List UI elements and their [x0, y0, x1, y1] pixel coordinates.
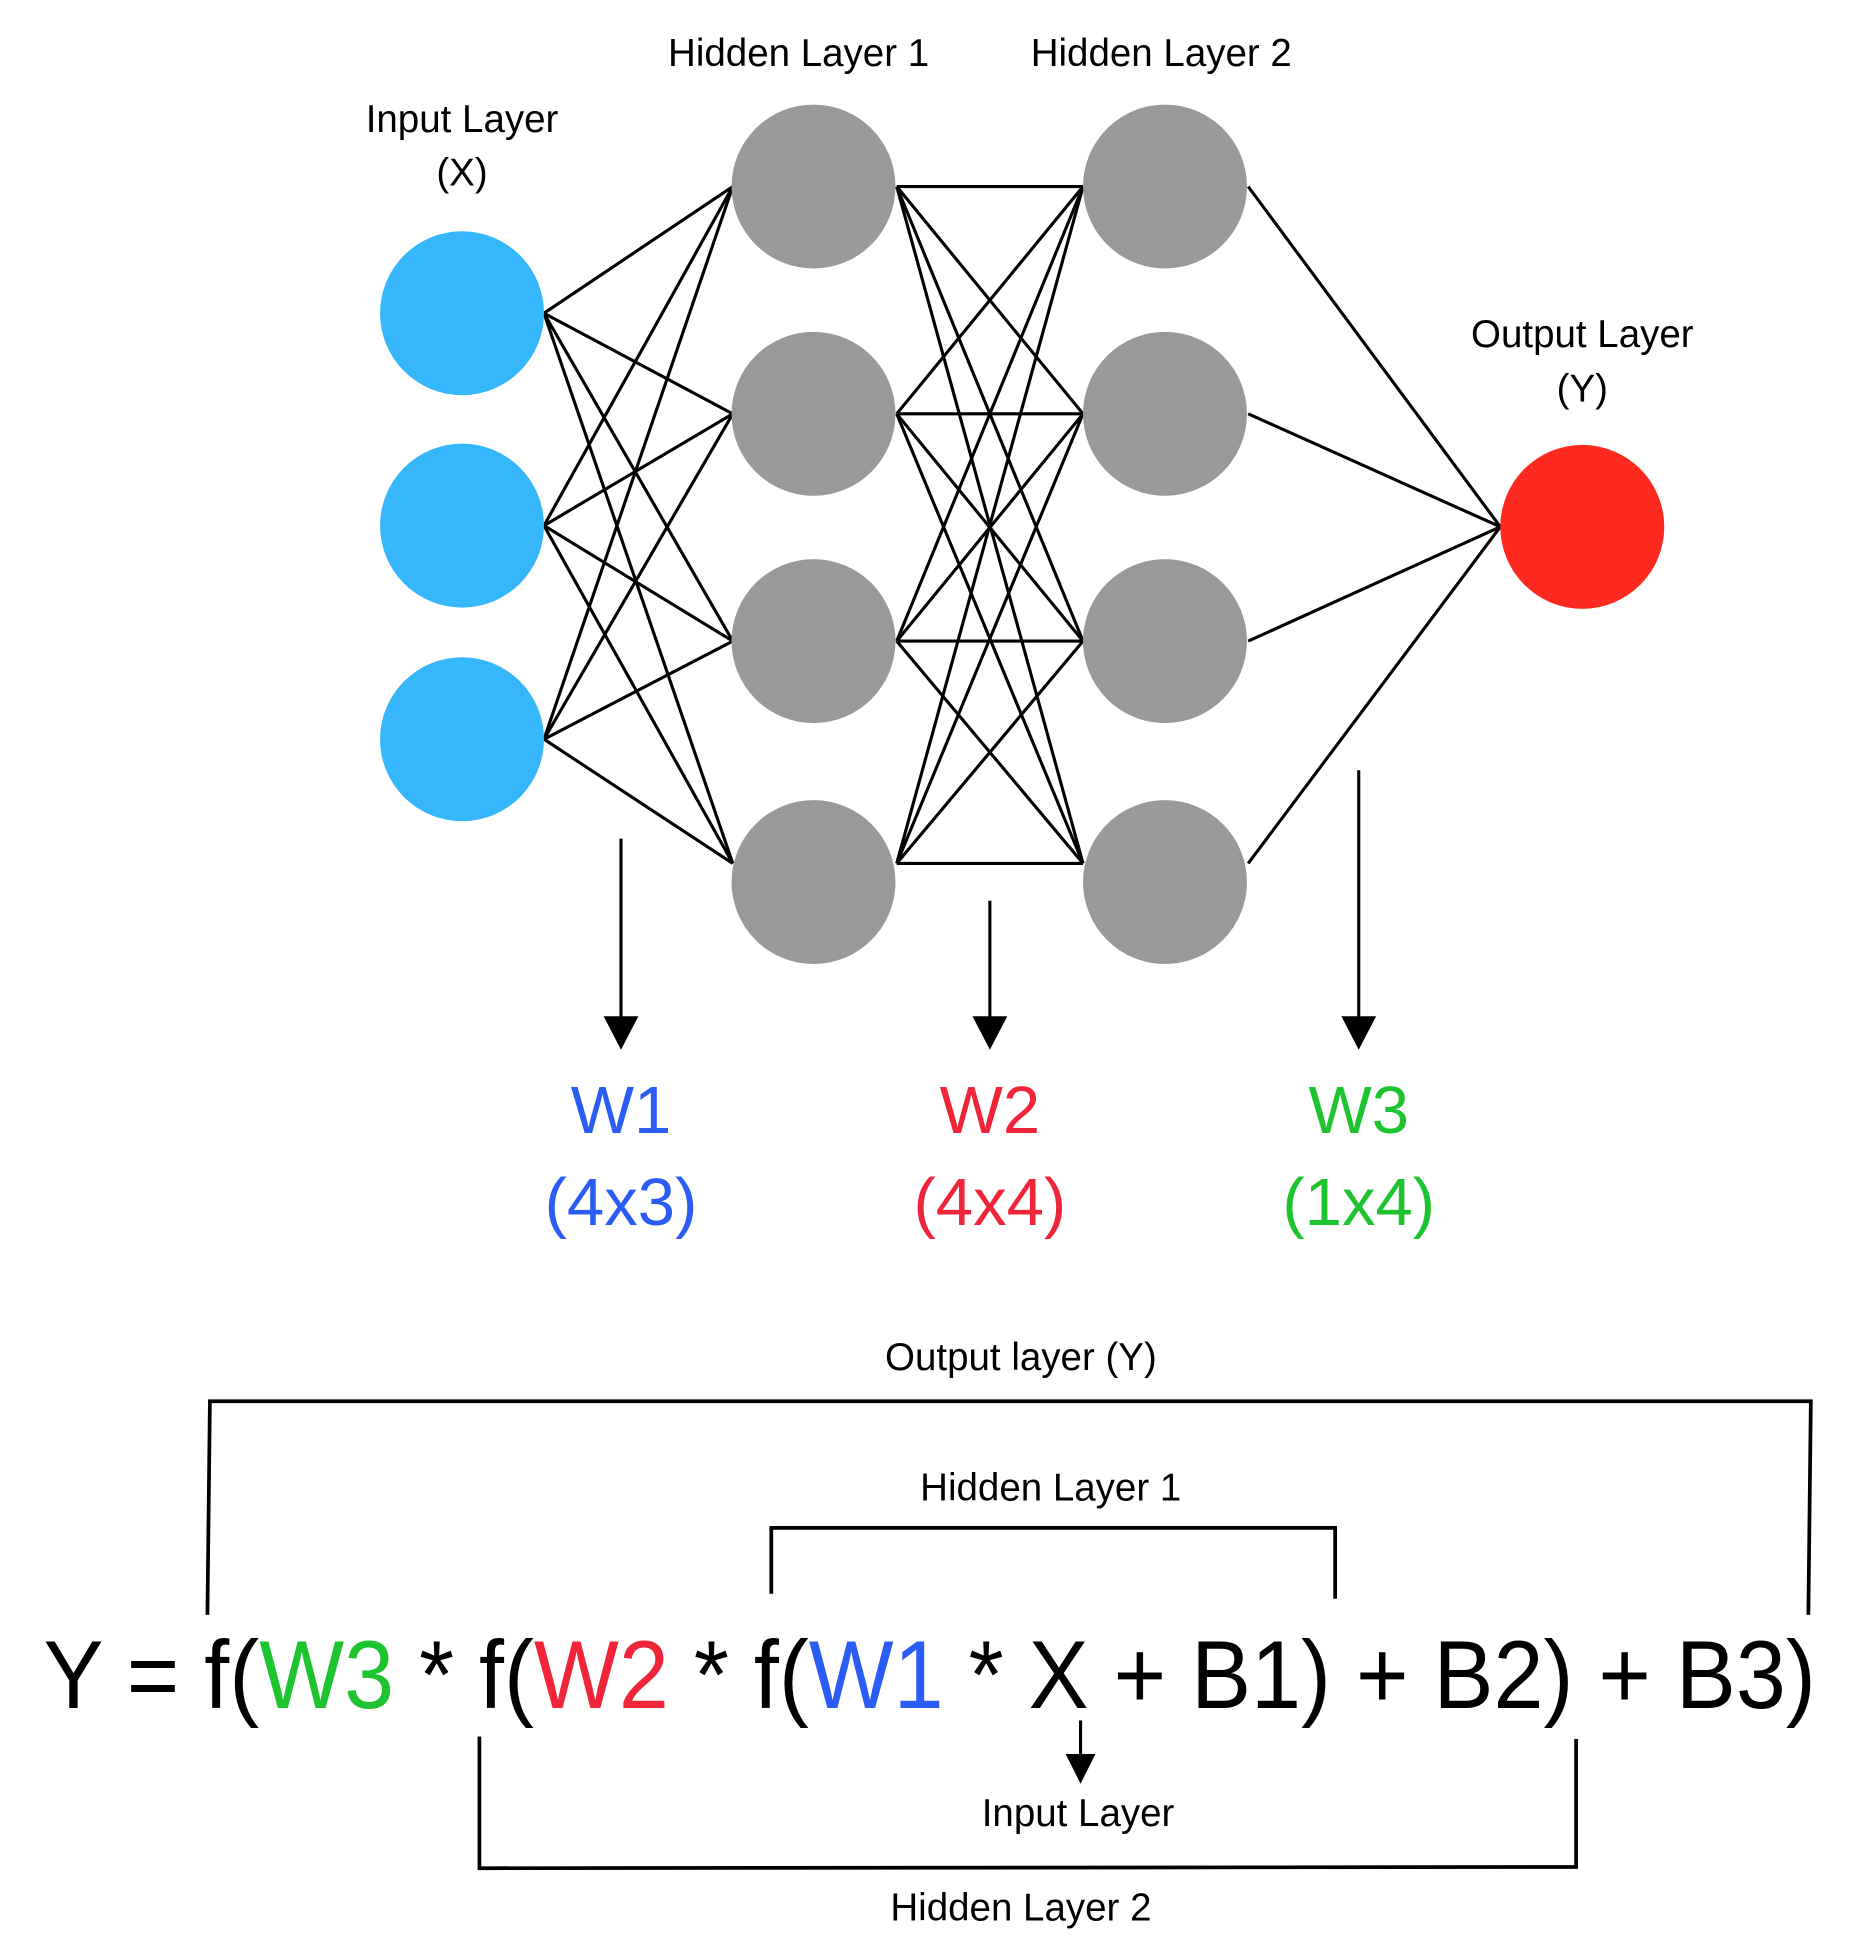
edge-hidden2-output: [1246, 185, 1502, 528]
edge-input-hidden1: [543, 412, 734, 527]
edge-input-hidden1: [543, 311, 734, 416]
hidden2-bracket: [477, 1736, 1578, 1871]
edge-input-hidden1: [543, 524, 734, 643]
hidden2-node: [1083, 104, 1247, 269]
edge-hidden1-hidden2: [895, 185, 1085, 415]
input-bracket-label: Input Layer: [982, 1792, 1175, 1835]
arrows: [603, 770, 1377, 1050]
equation: Y = f(W3 * f(W2 * f(W1 * X + B1) + B2) +…: [43, 1620, 1815, 1729]
connections: [542, 184, 1502, 865]
hidden2-bracket-label: Hidden Layer 2: [890, 1886, 1151, 1929]
edge-input-hidden1: [543, 639, 734, 741]
hidden1-bracket: [769, 1526, 1338, 1599]
hidden2-node: [1083, 559, 1247, 724]
hidden2-node: [1083, 800, 1247, 965]
edge-input-hidden1: [542, 185, 735, 527]
hidden-layer-1-label: Hidden Layer 1: [668, 32, 929, 75]
w2-label: W2: [940, 1073, 1041, 1148]
w1-shape: (4x3): [545, 1165, 698, 1240]
edge-hidden1-hidden2: [895, 413, 1085, 865]
edge-input-hidden1: [542, 312, 735, 864]
input-node: [380, 657, 544, 822]
input-layer-label: Input Layer: [366, 98, 559, 141]
hidden2-node: [1083, 331, 1247, 496]
input-symbol-label: (X): [436, 151, 487, 194]
w3-label: W3: [1308, 1073, 1409, 1148]
edge-input-hidden1: [542, 186, 735, 740]
w1-arrowhead: [603, 1016, 639, 1050]
output-bracket: [205, 1399, 1813, 1615]
edge-hidden1-hidden2: [895, 185, 1085, 642]
edge-hidden1-hidden2: [895, 186, 1085, 864]
w1-label: W1: [571, 1073, 672, 1148]
output-bracket-label: Output layer (Y): [885, 1336, 1157, 1379]
hidden1-node: [731, 104, 896, 269]
edge-input-hidden1: [543, 737, 734, 865]
hidden1-node: [731, 331, 896, 496]
edge-hidden2-output: [1246, 525, 1502, 865]
hidden-layer-2-label: Hidden Layer 2: [1031, 32, 1292, 75]
w2-arrowhead: [972, 1016, 1008, 1050]
input-node: [380, 231, 544, 396]
edge-hidden2-output: [1247, 525, 1501, 643]
edge-input-hidden1: [543, 185, 734, 315]
hidden1-node: [731, 800, 896, 965]
input-node: [380, 443, 544, 608]
w3-arrowhead: [1341, 1016, 1377, 1050]
output-symbol-label: (Y): [1557, 367, 1608, 410]
edge-hidden2-output: [1247, 412, 1501, 529]
hidden1-bracket-label: Hidden Layer 1: [920, 1467, 1181, 1510]
w2-shape: (4x4): [913, 1165, 1066, 1240]
edge-input-hidden1: [542, 524, 735, 865]
edge-hidden1-hidden2: [895, 640, 1085, 865]
output-layer-label: Output Layer: [1471, 313, 1694, 356]
nodes: [380, 104, 1665, 965]
edge-input-hidden1: [542, 312, 735, 642]
output-node: [1500, 444, 1665, 609]
edge-input-hidden1: [542, 413, 735, 741]
hidden1-node: [731, 559, 896, 724]
w3-shape: (1x4): [1282, 1165, 1435, 1240]
input-arrowhead: [1065, 1753, 1096, 1784]
